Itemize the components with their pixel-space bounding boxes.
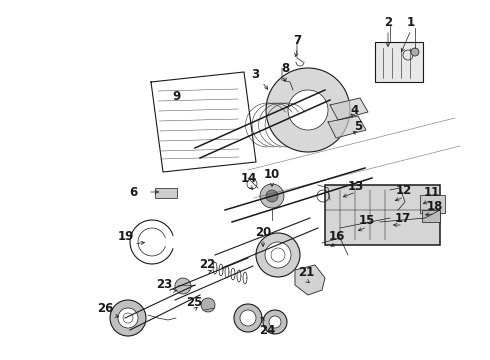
Circle shape	[266, 68, 350, 152]
Text: 13: 13	[348, 180, 364, 194]
Bar	[420, 195, 445, 213]
Text: 1: 1	[407, 15, 415, 28]
Circle shape	[118, 308, 138, 328]
Circle shape	[175, 278, 191, 294]
Text: 20: 20	[255, 225, 271, 238]
Text: 6: 6	[129, 185, 137, 198]
Polygon shape	[295, 265, 325, 295]
Circle shape	[263, 310, 287, 334]
Circle shape	[256, 233, 300, 277]
Circle shape	[234, 304, 262, 332]
Text: 9: 9	[172, 90, 180, 104]
Text: 17: 17	[395, 211, 411, 225]
Text: 11: 11	[424, 186, 440, 199]
Bar	[155, 188, 177, 198]
Text: 12: 12	[396, 184, 412, 197]
Text: 14: 14	[241, 171, 257, 184]
Text: 5: 5	[354, 121, 362, 134]
Circle shape	[411, 48, 419, 56]
Bar	[422, 210, 440, 222]
Circle shape	[288, 90, 328, 130]
Text: 3: 3	[251, 68, 259, 81]
Circle shape	[266, 190, 278, 202]
Circle shape	[201, 298, 215, 312]
Text: 19: 19	[118, 230, 134, 243]
Polygon shape	[330, 98, 368, 120]
Text: 4: 4	[351, 104, 359, 117]
Circle shape	[240, 310, 256, 326]
Text: 23: 23	[156, 278, 172, 291]
Text: 16: 16	[329, 230, 345, 243]
Bar	[375, 42, 423, 82]
Text: 18: 18	[427, 201, 443, 213]
Text: 24: 24	[259, 324, 275, 337]
Bar	[325, 185, 440, 245]
Text: 26: 26	[97, 302, 113, 315]
Polygon shape	[328, 116, 366, 138]
Text: 8: 8	[281, 62, 289, 75]
Text: 7: 7	[293, 33, 301, 46]
Text: 2: 2	[384, 15, 392, 28]
Text: 22: 22	[199, 258, 215, 271]
Circle shape	[269, 316, 281, 328]
Text: 21: 21	[298, 266, 314, 279]
Circle shape	[260, 184, 284, 208]
Circle shape	[110, 300, 146, 336]
Text: 15: 15	[359, 213, 375, 226]
Text: 25: 25	[186, 297, 202, 310]
Text: 10: 10	[264, 168, 280, 181]
Circle shape	[265, 242, 291, 268]
